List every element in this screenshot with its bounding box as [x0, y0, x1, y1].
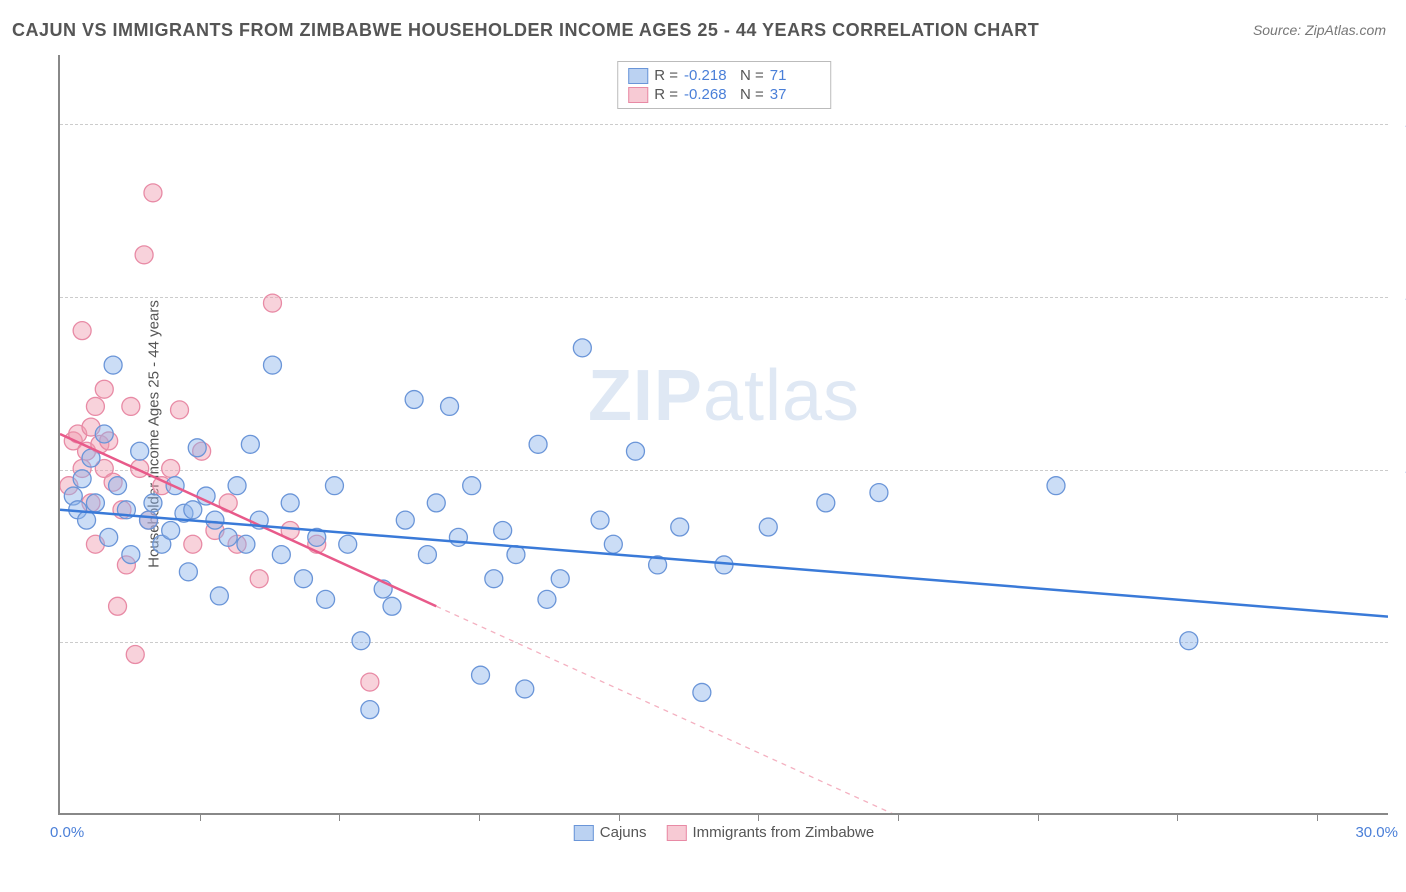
swatch-icon	[666, 825, 686, 841]
swatch-icon	[574, 825, 594, 841]
y-tick-label: $200,000	[1393, 116, 1406, 133]
y-tick-label: $150,000	[1393, 288, 1406, 305]
x-tick	[200, 813, 201, 821]
stats-row-cajun: R = -0.218 N = 71	[628, 66, 820, 85]
y-tick-label: $100,000	[1393, 461, 1406, 478]
x-tick	[1177, 813, 1178, 821]
y-tick-label: $50,000	[1393, 634, 1406, 651]
x-tick	[339, 813, 340, 821]
chart-title: CAJUN VS IMMIGRANTS FROM ZIMBABWE HOUSEH…	[12, 20, 1039, 41]
swatch-icon	[628, 87, 648, 103]
stats-row-zimbabwe: R = -0.268 N = 37	[628, 85, 820, 104]
x-tick	[758, 813, 759, 821]
x-tick	[619, 813, 620, 821]
x-tick	[479, 813, 480, 821]
source-attribution: Source: ZipAtlas.com	[1253, 22, 1386, 38]
series-legend: Cajuns Immigrants from Zimbabwe	[574, 824, 874, 841]
plot-svg	[60, 55, 1388, 813]
stats-legend: R = -0.218 N = 71 R = -0.268 N = 37	[617, 61, 831, 109]
x-tick	[1038, 813, 1039, 821]
x-tick	[898, 813, 899, 821]
legend-item-zimbabwe: Immigrants from Zimbabwe	[666, 824, 874, 841]
legend-item-cajun: Cajuns	[574, 824, 647, 841]
x-axis-max-label: 30.0%	[1355, 824, 1398, 841]
scatter-chart: Householder Income Ages 25 - 44 years ZI…	[58, 55, 1388, 815]
swatch-icon	[628, 68, 648, 84]
x-axis-min-label: 0.0%	[50, 824, 84, 841]
x-tick	[1317, 813, 1318, 821]
